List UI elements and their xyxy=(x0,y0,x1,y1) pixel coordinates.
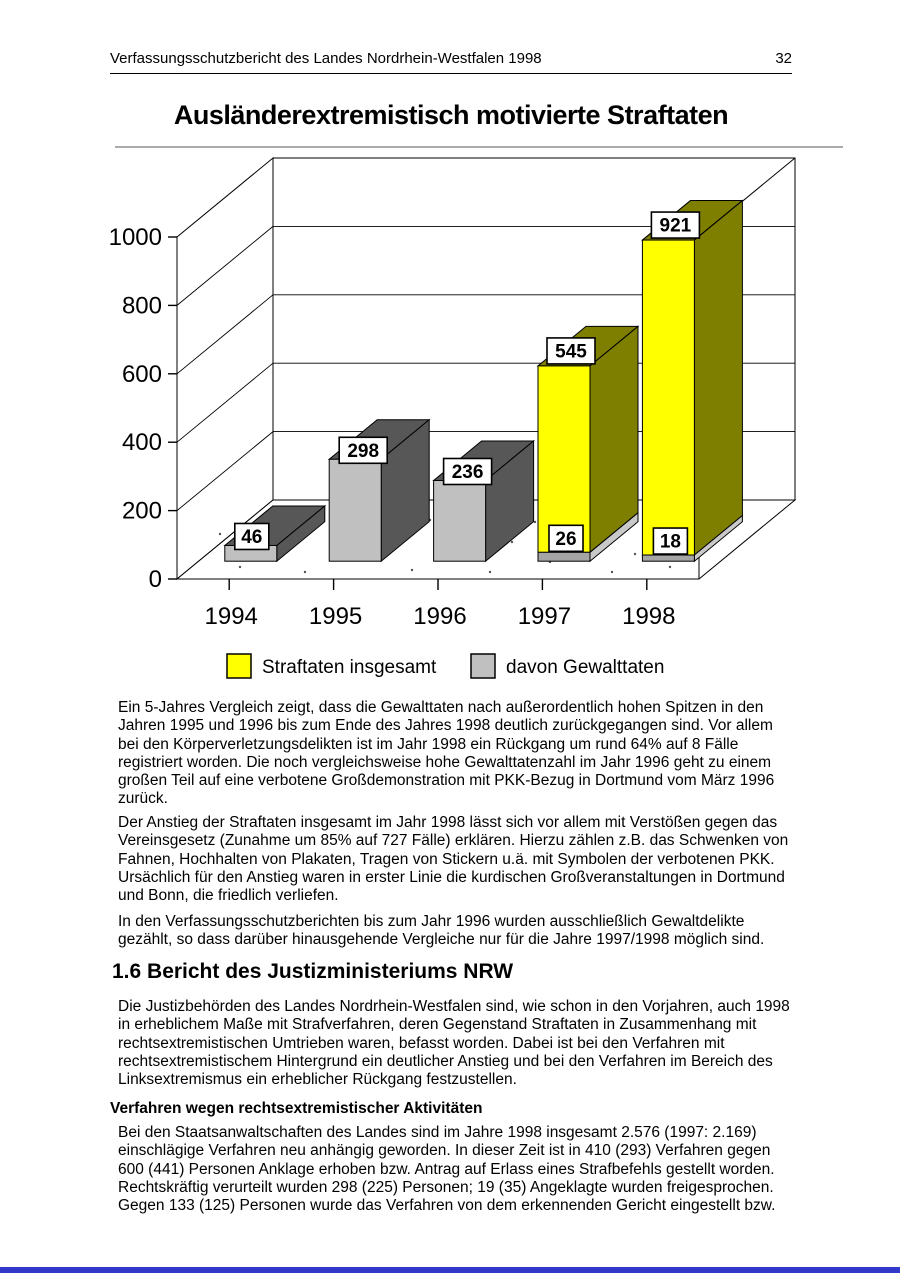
x-tick-label-1998: 1998 xyxy=(622,603,675,630)
floor-dot xyxy=(238,565,242,569)
paragraph-anstieg-straftaten: Der Anstieg der Straftaten insgesamt im … xyxy=(118,814,789,905)
data-label-46: 46 xyxy=(234,522,270,551)
legend-swatch-straftaten-insgesamt xyxy=(226,653,252,679)
bar-column-1996: 236 xyxy=(432,439,535,563)
data-label-18: 18 xyxy=(652,527,689,555)
data-label-box xyxy=(546,337,596,365)
data-label-text: 46 xyxy=(241,527,262,548)
gray-strip-front-face xyxy=(641,554,695,562)
chart-legend: Straftaten insgesamt davon Gewalttaten xyxy=(226,653,664,679)
section-heading-1-6: 1.6 Bericht des Justizministeriums NRW xyxy=(112,960,514,983)
legend-label-straftaten-insgesamt: Straftaten insgesamt xyxy=(262,657,437,678)
yellow-bar-side-face xyxy=(693,199,743,557)
data-label-298: 298 xyxy=(338,436,388,465)
data-label-text: 545 xyxy=(555,341,587,362)
x-axis: 1994 1995 1996 1997 1998 xyxy=(205,579,675,630)
chart-title: Ausländerextremistisch motivierte Straft… xyxy=(173,100,729,130)
header-rule xyxy=(110,73,792,74)
data-label-text: 921 xyxy=(660,216,692,237)
y-axis: 0 200 400 600 800 1000 xyxy=(109,224,177,593)
gridline-leftwall xyxy=(176,226,274,306)
floor-dot xyxy=(610,570,614,574)
y-tick-label: 800 xyxy=(122,292,162,319)
x-tick-label-1997: 1997 xyxy=(518,603,571,630)
y-tick-label: 400 xyxy=(122,429,162,456)
y-tick-label: 200 xyxy=(122,498,162,525)
floor-dot xyxy=(303,570,307,574)
data-label-box xyxy=(338,436,388,465)
page-number: 32 xyxy=(775,50,792,67)
paragraph-gewalttaten-vergleich: Ein 5-Jahres Vergleich zeigt, dass die G… xyxy=(118,699,775,808)
x-tick-label-1996: 1996 xyxy=(413,603,466,630)
gridline-leftwall xyxy=(176,362,274,443)
data-label-box xyxy=(548,524,584,553)
data-label-921: 921 xyxy=(650,211,701,239)
floor-dot xyxy=(218,532,222,536)
data-label-text: 298 xyxy=(347,441,379,462)
floor-dot xyxy=(668,565,672,569)
subheading-verfahren-rechtsextremistisch: Verfahren wegen rechtsextremistischer Ak… xyxy=(110,1100,483,1117)
data-label-box xyxy=(442,457,493,486)
y-tick-label: 0 xyxy=(149,566,162,593)
straftaten-3d-bar-chart: 0 200 400 600 800 1000 46 298 236 545 26 921 18 1994 1… xyxy=(90,142,860,690)
yellow-bar-front-face xyxy=(537,365,591,553)
data-label-box xyxy=(652,527,689,555)
legend-label-davon-gewalttaten: davon Gewalttaten xyxy=(506,657,664,678)
bar-column-1998: 921 18 xyxy=(641,199,744,563)
floor-dot xyxy=(533,520,537,524)
floor-dot xyxy=(410,568,414,572)
x-tick-label-1994: 1994 xyxy=(205,603,258,630)
bar-column-1997: 545 26 xyxy=(536,325,640,563)
gridline-leftwall xyxy=(176,431,274,511)
data-label-box xyxy=(650,211,701,239)
paragraph-justizbehoerden: Die Justizbehörden des Landes Nordrhein-… xyxy=(118,998,790,1089)
bottom-edge-bar xyxy=(0,1267,900,1273)
data-label-text: 26 xyxy=(555,529,576,550)
gray-bar-front-face xyxy=(433,479,487,562)
data-label-236: 236 xyxy=(442,457,493,486)
bar-column-1995: 298 xyxy=(327,418,431,563)
gray-strip-front-face xyxy=(537,551,591,562)
data-label-545: 545 xyxy=(546,337,596,365)
data-label-26: 26 xyxy=(548,524,584,553)
paragraph-berichte-bis-1996: In den Verfassungsschutzberichten bis zu… xyxy=(118,913,765,949)
floor-dot xyxy=(633,552,637,556)
y-tick-label: 1000 xyxy=(109,224,162,251)
floor-dot xyxy=(510,540,514,544)
gray-bar-front-face xyxy=(328,458,382,562)
page-header: Verfassungsschutzbericht des Landes Nord… xyxy=(110,50,792,67)
header-title: Verfassungsschutzbericht des Landes Nord… xyxy=(110,50,542,67)
yellow-bar-front-face xyxy=(641,239,695,556)
data-label-text: 236 xyxy=(452,462,484,483)
paragraph-staatsanwaltschaften: Bei den Staatsanwaltschaften des Landes … xyxy=(118,1124,776,1215)
gridline-leftwall xyxy=(176,294,274,375)
data-label-box xyxy=(234,522,270,551)
bar-column-1994: 46 xyxy=(223,504,327,563)
x-tick-label-1995: 1995 xyxy=(309,603,362,630)
floor-dot xyxy=(488,570,492,574)
legend-swatch-davon-gewalttaten xyxy=(470,653,496,679)
data-label-text: 18 xyxy=(660,532,681,553)
y-tick-label: 600 xyxy=(122,361,162,388)
